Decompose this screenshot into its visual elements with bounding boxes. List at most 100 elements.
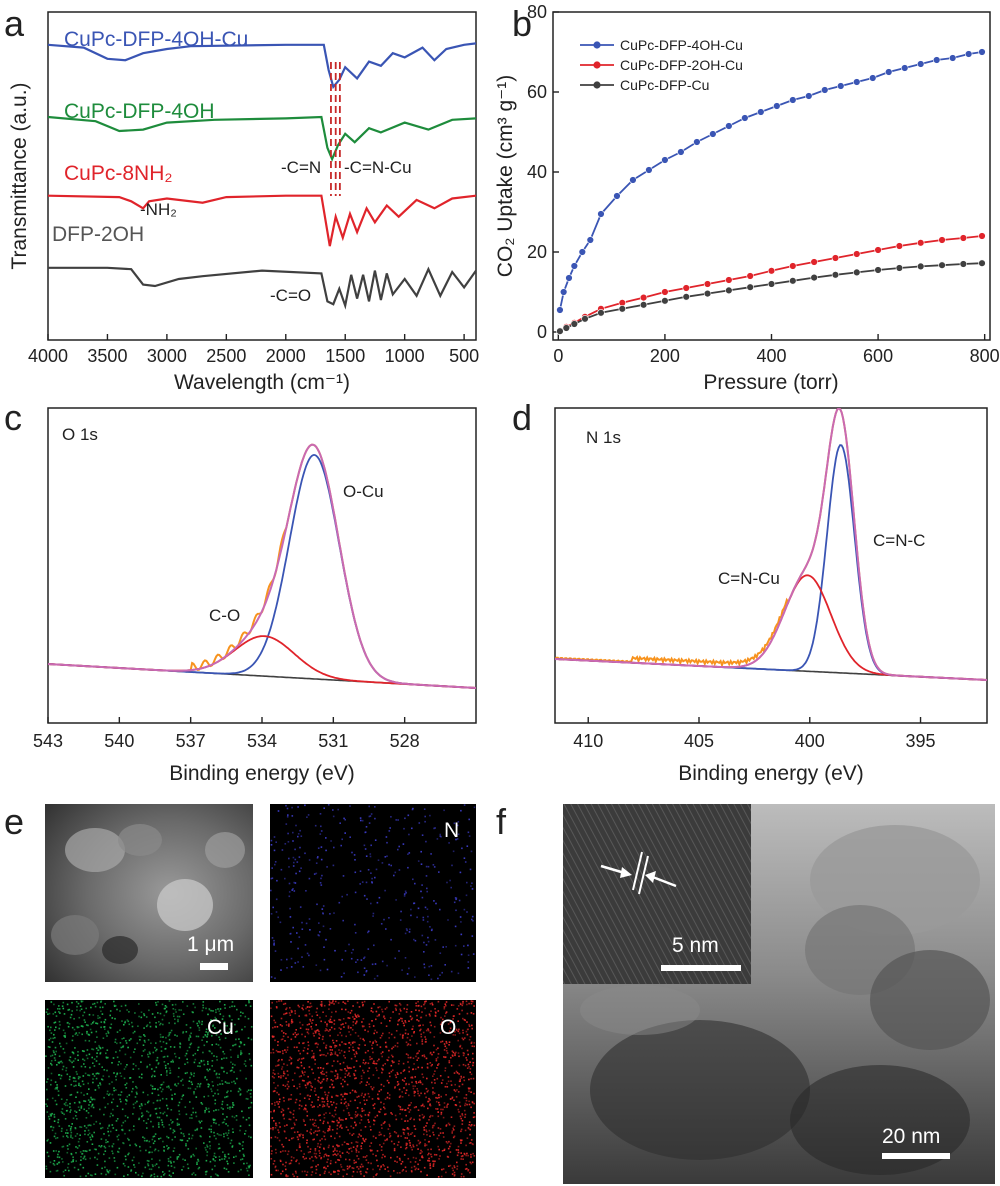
panel-letter-a: a — [4, 3, 25, 44]
eds-map-cu: Cu — [45, 1000, 253, 1178]
x-tick-label-534: 534 — [247, 731, 277, 751]
data-point — [565, 274, 573, 282]
eds-map-n: N — [270, 804, 476, 982]
data-point — [709, 130, 717, 138]
annotation-c-n: -C=N — [281, 158, 321, 177]
y-tick-label-0: 0 — [537, 322, 547, 342]
scale-bar-main — [882, 1153, 950, 1159]
data-point — [618, 305, 626, 313]
series-label-cupc-8nh2: CuPc-8NH₂ — [64, 162, 173, 185]
annotation-nh2: -NH₂ — [140, 200, 177, 219]
xps-n1s-curves — [555, 408, 987, 681]
map-label-n: N — [444, 819, 459, 842]
dashed-reference-lines — [330, 62, 341, 196]
y-axis-label: CO₂ Uptake (cm³ g⁻¹) — [494, 75, 517, 277]
scale-bar-inset — [661, 965, 741, 971]
series-line-1 — [48, 115, 476, 162]
annotation-c-n-cu: -C=N-Cu — [344, 158, 412, 177]
data-point — [556, 306, 564, 314]
panel-d-title: N 1s — [586, 428, 621, 447]
data-point — [556, 327, 564, 335]
data-point — [810, 258, 818, 266]
data-point — [570, 320, 579, 328]
data-point — [853, 78, 861, 86]
data-point — [757, 108, 765, 116]
panel-b: b 0 200 400 600 800 0 20 40 60 80 CuPc-DFP-4OH-Cu… — [494, 2, 1000, 394]
data-point — [613, 192, 621, 200]
x-tick-label-3500: 3500 — [87, 346, 127, 366]
data-point — [597, 210, 605, 218]
data-point — [978, 232, 986, 240]
y-tick-label-20: 20 — [527, 242, 547, 262]
peak-label-c-n-cu: C=N-Cu — [718, 569, 780, 588]
fit-component-1 — [48, 635, 476, 689]
panel-letter-f: f — [496, 801, 507, 842]
x-tick-label-2500: 2500 — [206, 346, 246, 366]
envelope-fit — [555, 408, 987, 681]
data-point — [874, 266, 882, 274]
panel-e: e 1 μm N Cu O — [4, 801, 476, 1178]
panel-c-title: O 1s — [62, 425, 98, 444]
x-tick-label-600: 600 — [863, 346, 893, 366]
data-point — [559, 288, 568, 296]
x-axis-label: Pressure (torr) — [703, 371, 838, 394]
eds-map-o: O — [270, 1000, 476, 1178]
data-point — [895, 264, 904, 272]
panel-c: c 543 540 537 534 531 528 O 1s O-Cu C-O Bindi… — [4, 397, 477, 785]
x-tick-label-531: 531 — [318, 731, 348, 751]
x-axis-label: Wavelength (cm⁻¹) — [174, 371, 350, 394]
legend-label-1: CuPc-DFP-2OH-Cu — [620, 57, 743, 73]
data-point — [682, 284, 690, 292]
data-point — [581, 315, 589, 323]
x-tick-label-4000: 4000 — [28, 346, 68, 366]
panel-f: f 20 nm 5 nm — [496, 801, 995, 1184]
data-point — [725, 286, 733, 295]
data-point — [746, 272, 754, 280]
data-point — [693, 138, 701, 146]
legend: CuPc-DFP-4OH-Cu CuPc-DFP-2OH-Cu CuPc-DFP-C… — [580, 37, 743, 93]
x-tick-label-1000: 1000 — [385, 346, 425, 366]
x-axis-label: Binding energy (eV) — [169, 762, 355, 785]
x-tick-label-1500: 1500 — [325, 346, 365, 366]
data-point — [805, 92, 813, 100]
data-point — [661, 297, 669, 305]
x-tick-label-540: 540 — [104, 731, 134, 751]
data-point — [661, 288, 669, 296]
series-label-cupc-dfp-4oh-cu: CuPc-DFP-4OH-Cu — [64, 28, 248, 51]
data-point — [789, 277, 797, 285]
data-point — [725, 122, 733, 130]
legend-label-0: CuPc-DFP-4OH-Cu — [620, 37, 743, 53]
data-point — [831, 254, 840, 262]
panel-d: d 410 405 400 395 N 1s C=N-C C=N-Cu Binding… — [512, 397, 988, 785]
data-point — [789, 96, 797, 104]
legend-marker-0 — [593, 41, 601, 49]
data-point — [746, 283, 754, 291]
tem-image: 20 nm — [563, 804, 995, 1184]
axis-ticks: 0 200 400 600 800 0 20 40 60 80 — [527, 2, 1000, 366]
x-tick-label-405: 405 — [684, 731, 714, 751]
data-point — [933, 56, 941, 64]
data-point — [597, 309, 605, 317]
fit-component-0 — [48, 454, 476, 689]
x-tick-label-400: 400 — [795, 731, 825, 751]
x-tick-label-800: 800 — [970, 346, 1000, 366]
data-point — [677, 148, 685, 156]
data-point — [741, 114, 749, 122]
envelope-fit — [48, 443, 476, 689]
x-tick-label-0: 0 — [553, 346, 563, 366]
data-point — [639, 301, 648, 309]
data-point — [874, 246, 882, 254]
data-point — [895, 242, 904, 250]
legend-label-2: CuPc-DFP-Cu — [620, 77, 709, 93]
x-axis-ticks: 4000 3500 3000 2500 2000 1500 1000 500 — [28, 334, 479, 366]
data-point — [948, 54, 957, 62]
x-tick-label-537: 537 — [176, 731, 206, 751]
scale-bar — [200, 963, 228, 970]
data-point — [831, 271, 840, 279]
series-label-dfp-2oh: DFP-2OH — [52, 223, 144, 246]
data-point — [789, 262, 797, 270]
series-label-cupc-dfp-4oh: CuPc-DFP-4OH — [64, 100, 215, 123]
data-point — [917, 239, 925, 247]
data-point — [885, 68, 893, 76]
